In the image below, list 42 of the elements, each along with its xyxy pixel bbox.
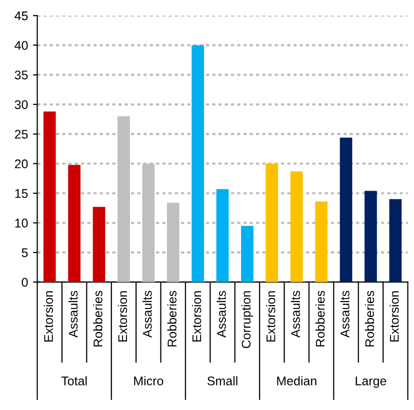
bar: [315, 202, 328, 282]
bar: [266, 164, 278, 282]
bar: [290, 171, 303, 282]
x-tick-label: Extorsion: [390, 291, 399, 342]
x-tick-label: Extorsion: [44, 291, 53, 342]
bar: [389, 199, 402, 282]
bar: [92, 206, 106, 282]
y-tick-label: 30: [14, 100, 28, 110]
y-tick-label: 40: [14, 40, 28, 50]
y-tick-label: 45: [14, 12, 28, 20]
bar: [241, 226, 254, 282]
bar: [340, 138, 352, 282]
x-tick-label: Assaults: [142, 290, 152, 338]
y-tick-label: 20: [14, 159, 28, 168]
x-tick-label: Corruption: [241, 291, 254, 348]
x-tick-label: Extorsion: [192, 291, 202, 342]
x-tick-label: Extorsion: [266, 291, 276, 342]
x-tick-label: Robberies: [364, 290, 374, 346]
y-tick-label: 10: [15, 218, 28, 228]
x-tick-label: Robberies: [167, 290, 176, 346]
x-tick-label: Extorsion: [118, 291, 128, 342]
x-tick-label: Assaults: [216, 290, 226, 338]
text: Median: [277, 376, 316, 386]
text: Micro: [134, 376, 164, 386]
bar: [192, 45, 204, 282]
x-tick-label: Assaults: [290, 290, 300, 338]
x-tick-label: Assaults: [68, 290, 78, 338]
bar: [43, 112, 56, 282]
y-tick-label: 25: [14, 130, 28, 139]
y-tick-label: 15: [15, 189, 28, 198]
y-tick-label: 35: [14, 70, 28, 80]
x-tick-label: Robberies: [93, 290, 102, 346]
bar: [216, 189, 229, 282]
x-tick-label: Assaults: [340, 290, 350, 338]
bar: [364, 190, 377, 282]
bar: [68, 164, 80, 282]
text: Total: [61, 376, 87, 386]
y-tick-label: 0: [22, 278, 28, 287]
text: Large: [356, 376, 386, 388]
text: Small: [207, 376, 238, 386]
y-tick-label: 5: [22, 248, 28, 258]
x-tick-label: Robberies: [316, 290, 325, 346]
